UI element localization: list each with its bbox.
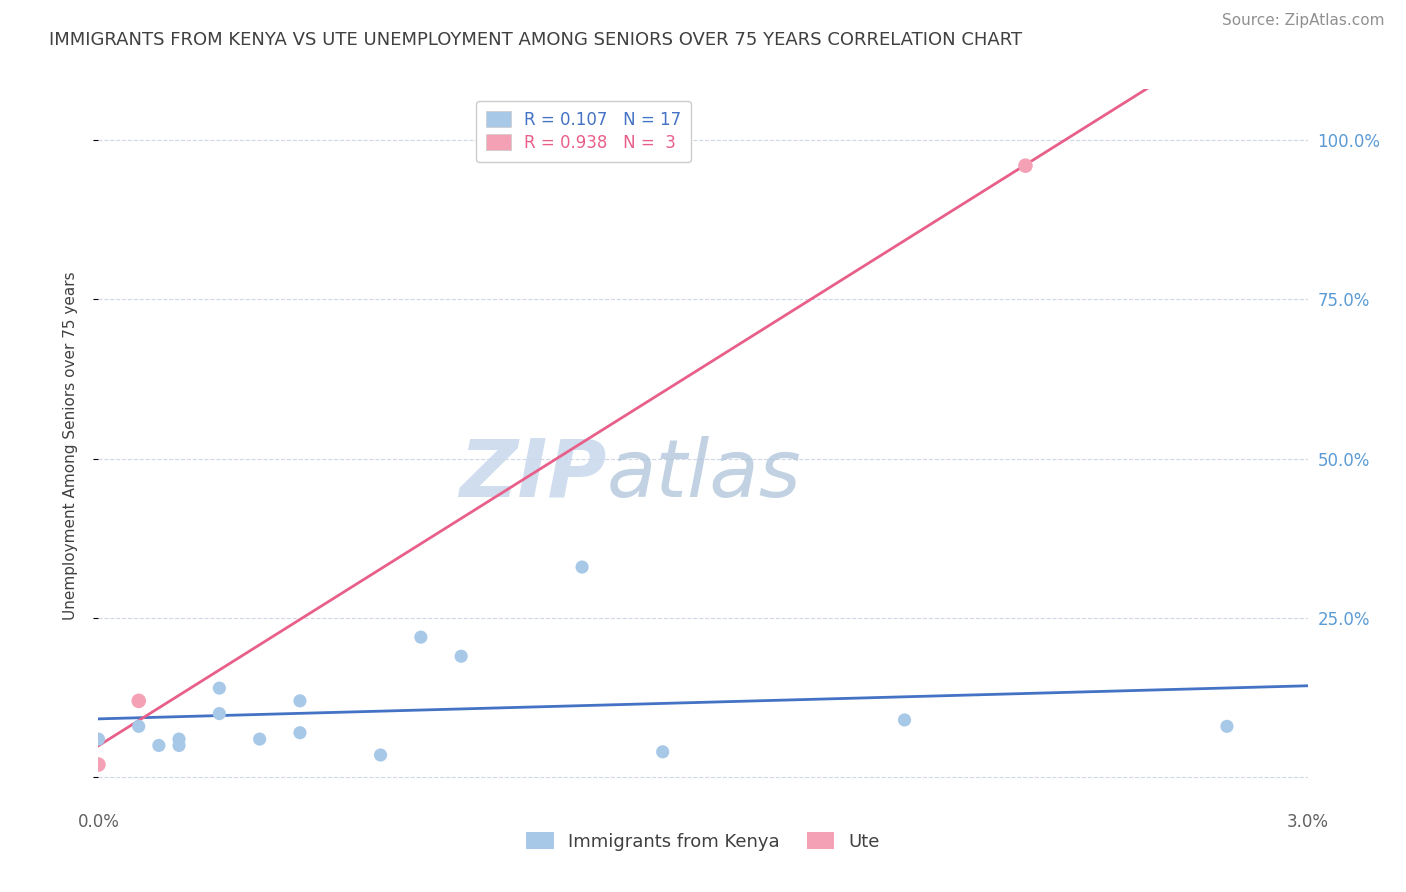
Point [148,739,170,753]
Point [1014,159,1036,173]
Point [128,719,150,733]
Point [893,713,915,727]
Point [288,694,311,708]
Text: ZIP: ZIP [458,435,606,514]
Text: atlas: atlas [606,435,801,514]
Point [249,732,271,747]
Point [1216,719,1239,733]
Point [370,747,392,762]
Point [167,739,190,753]
Legend: Immigrants from Kenya, Ute: Immigrants from Kenya, Ute [519,825,887,858]
Text: IMMIGRANTS FROM KENYA VS UTE UNEMPLOYMENT AMONG SENIORS OVER 75 YEARS CORRELATIO: IMMIGRANTS FROM KENYA VS UTE UNEMPLOYMEN… [49,31,1022,49]
Point [288,725,311,739]
Point [651,745,673,759]
Point [87,757,110,772]
Point [571,560,593,574]
Y-axis label: Unemployment Among Seniors over 75 years: Unemployment Among Seniors over 75 years [63,272,77,620]
Point [409,630,432,644]
Point [208,706,231,721]
Point [87,732,110,747]
Point [167,732,190,747]
Point [128,694,150,708]
Point [208,681,231,695]
Text: Source: ZipAtlas.com: Source: ZipAtlas.com [1222,13,1385,28]
Point [450,649,472,664]
